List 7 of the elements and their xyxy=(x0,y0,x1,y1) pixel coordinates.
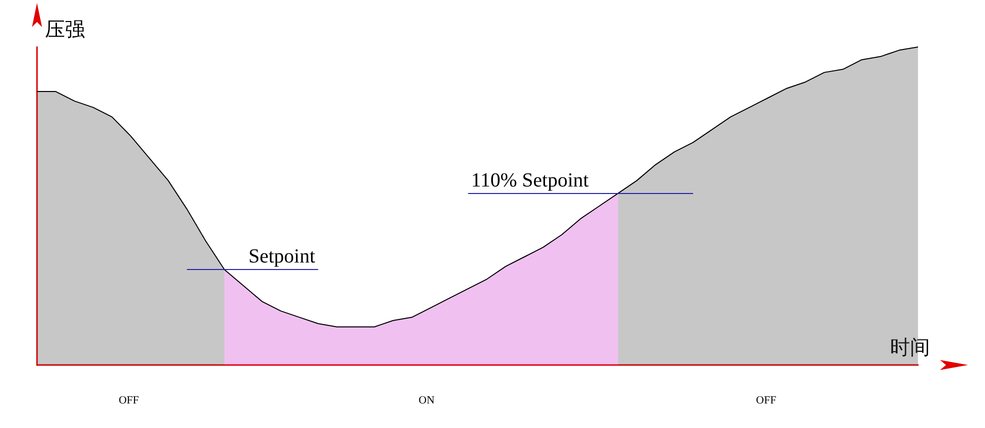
text: OFF xyxy=(756,394,776,406)
ref-line-label: 110% Setpoint xyxy=(471,169,590,192)
text: ON xyxy=(418,394,435,406)
y-axis-title: 压强 xyxy=(45,17,85,41)
text: OFF xyxy=(118,394,139,406)
x-axis-title: 时间 xyxy=(890,335,930,359)
ref-line-label: Setpoint xyxy=(248,246,316,268)
